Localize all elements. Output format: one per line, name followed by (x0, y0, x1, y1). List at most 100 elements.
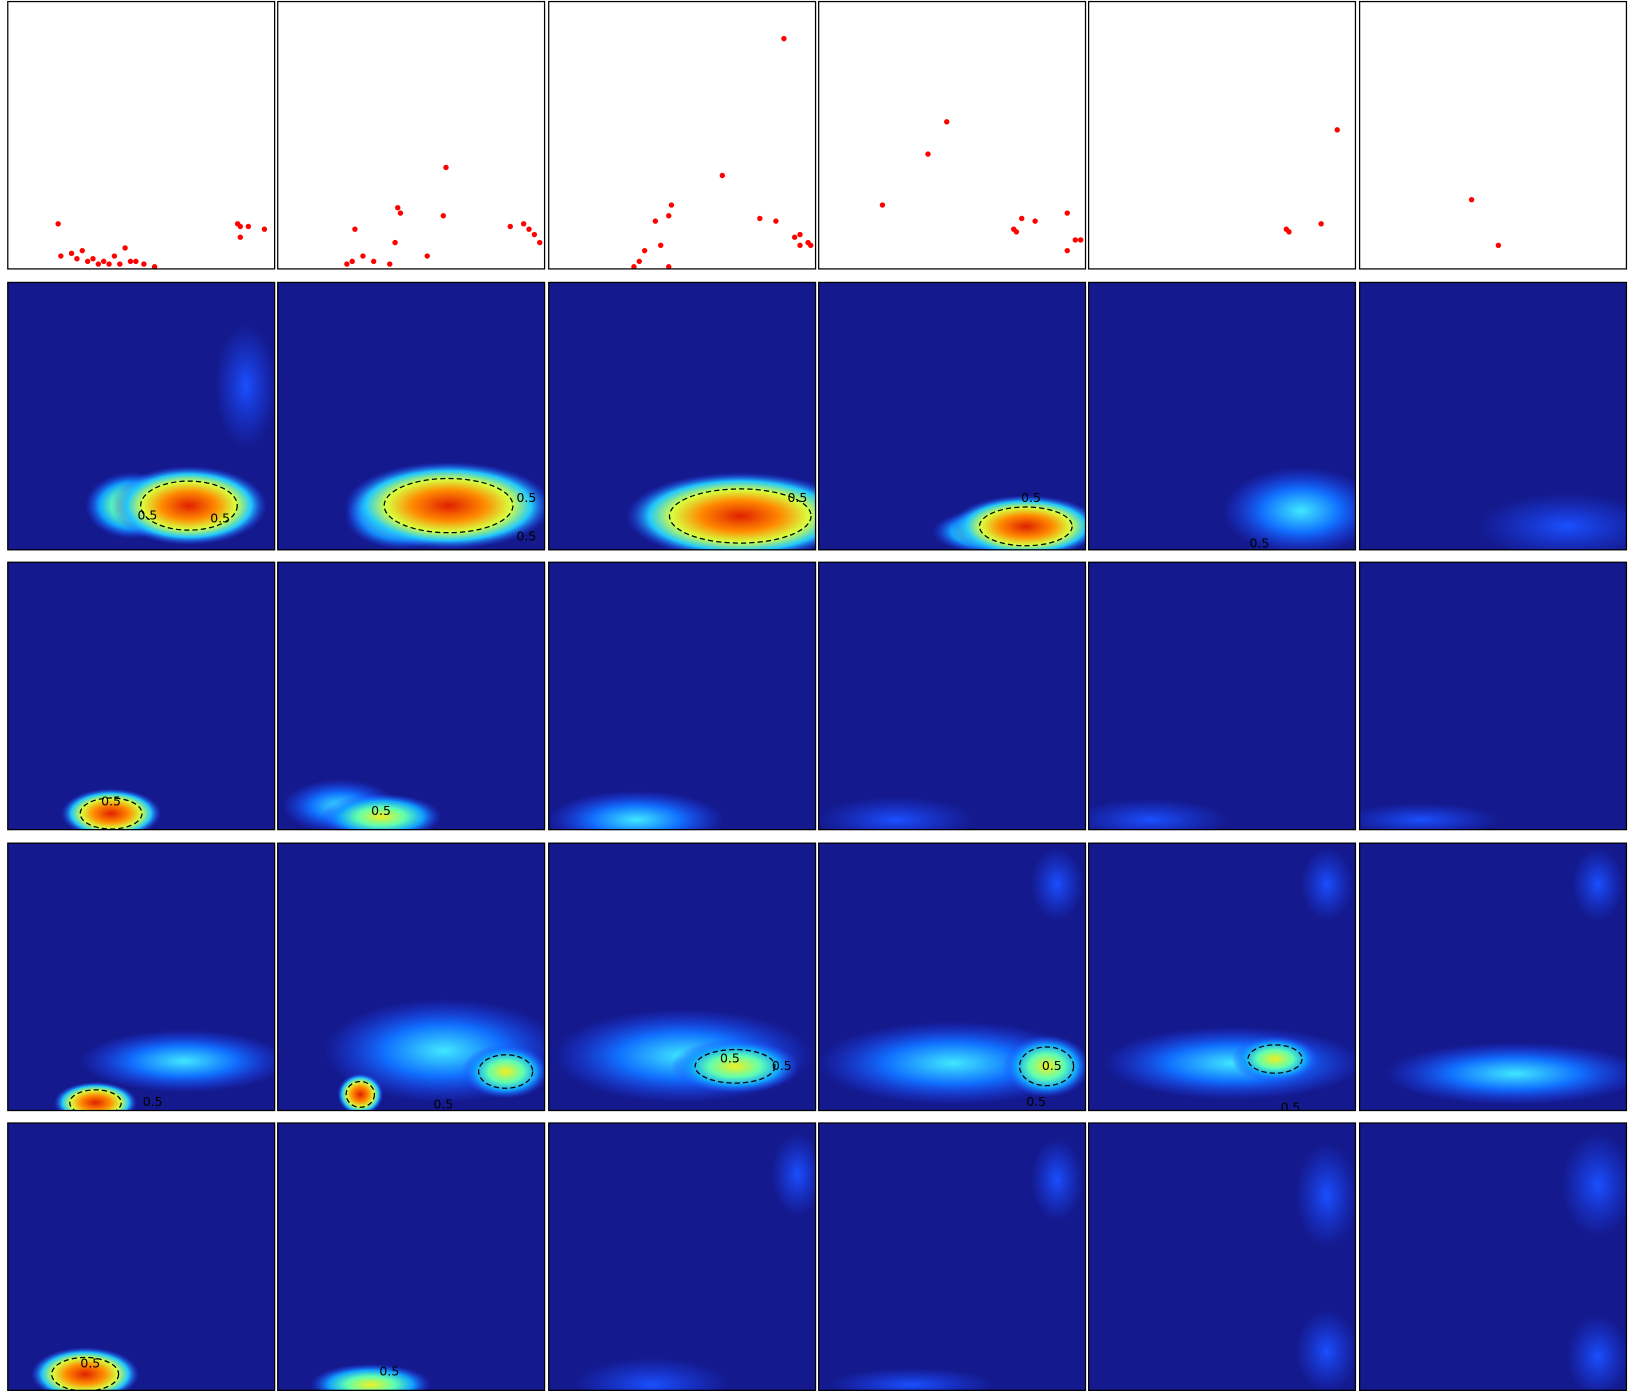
contour-label: 0.5 (787, 490, 807, 505)
point (507, 223, 513, 230)
panel-frame (277, 842, 546, 1112)
heat-region (1295, 1309, 1356, 1391)
heat-region (61, 788, 161, 831)
panel: 0.5 (7, 561, 276, 831)
panel (1358, 842, 1628, 1112)
heat-region (951, 495, 1087, 551)
point (74, 255, 80, 262)
heat-region (214, 323, 276, 449)
panel: 0.5 (1087, 842, 1357, 1112)
point (668, 202, 675, 208)
point (773, 218, 779, 224)
contour-line (345, 1080, 376, 1108)
heat-region (337, 1073, 384, 1112)
panel-frame (7, 281, 276, 551)
panel-frame (7, 0, 276, 270)
point (95, 261, 102, 267)
panel-content: 0.5 (7, 842, 276, 1112)
point (261, 226, 268, 232)
point (1495, 242, 1502, 248)
point (666, 264, 672, 270)
point (1077, 237, 1084, 243)
heat-region (310, 1363, 431, 1391)
panel (818, 0, 1087, 270)
point (925, 151, 931, 157)
panel (1087, 561, 1357, 831)
point (387, 261, 393, 267)
heat-region (771, 1132, 817, 1217)
panel: 0.5 (1087, 281, 1357, 551)
panel: 0.5 (7, 1122, 276, 1391)
point (360, 253, 366, 259)
point (84, 258, 91, 265)
panel-content: 0.5 (1088, 842, 1356, 1112)
point (392, 239, 398, 246)
panel-frame (1087, 561, 1357, 831)
point (1064, 247, 1070, 254)
panel: 0.5 (277, 842, 546, 1112)
panel-content (1088, 1, 1356, 270)
heat-region (1231, 1036, 1319, 1082)
panel-content (1359, 281, 1627, 551)
point (1286, 229, 1292, 235)
point (526, 226, 532, 232)
heat-region (1571, 847, 1624, 921)
panel: 0.5 (818, 281, 1087, 551)
panel-content: 0.5 0.5 (7, 281, 276, 551)
panel-frame (277, 1122, 546, 1391)
panel-frame (548, 0, 817, 270)
point (652, 218, 659, 224)
panel (1358, 561, 1628, 831)
heat-region (1359, 803, 1500, 831)
heat-region (818, 796, 974, 831)
point (397, 210, 404, 216)
point (68, 250, 75, 257)
panel-content: 0.5 (7, 1122, 276, 1391)
panel-frame (1358, 281, 1628, 551)
contour-label: 0.5 (720, 1051, 740, 1066)
panel-content: 0.5 (818, 281, 1087, 551)
panel (1087, 1122, 1357, 1391)
point (666, 213, 672, 219)
panel-background (7, 1122, 276, 1391)
panel-content: 0.5 0.5 (277, 281, 546, 551)
panel-content (277, 1, 546, 270)
heat-region (1223, 467, 1356, 551)
panel-frame (548, 842, 817, 1112)
heat-region (79, 1029, 276, 1093)
panel-frame (1087, 0, 1357, 270)
panel-background (818, 1, 1087, 270)
panel (7, 0, 276, 270)
point (117, 261, 123, 267)
point (141, 261, 147, 267)
panel-background (277, 1122, 546, 1391)
panel-content: 0.5 (277, 1122, 546, 1391)
panel-content: 0.5 0.5 (548, 842, 817, 1112)
point (440, 213, 446, 219)
panel-background (1088, 1, 1356, 270)
panel (1087, 0, 1357, 270)
panel-frame (1358, 842, 1628, 1112)
panel-content (1359, 1122, 1627, 1391)
heat-region (626, 472, 817, 551)
point (352, 226, 358, 232)
heat-region (1002, 1035, 1087, 1098)
panel-frame (1358, 1122, 1628, 1391)
heat-region (1030, 847, 1083, 921)
contour-label: 0.5 (1042, 1058, 1062, 1073)
point (349, 258, 355, 265)
heat-region (344, 461, 546, 550)
panel-background (548, 1, 817, 270)
panel-content (818, 1122, 1087, 1391)
panel: 0.5 0.5 (548, 842, 817, 1112)
contour-label: 0.5 (80, 1355, 100, 1370)
panel (818, 1122, 1087, 1391)
panel-frame (548, 1122, 817, 1391)
panel (1358, 0, 1628, 270)
heat-region (462, 1044, 546, 1099)
panel-frame (1358, 0, 1628, 270)
contour-line (79, 797, 143, 830)
panel-frame (548, 561, 817, 831)
panel-frame (1087, 842, 1357, 1112)
panel-content (818, 561, 1087, 831)
